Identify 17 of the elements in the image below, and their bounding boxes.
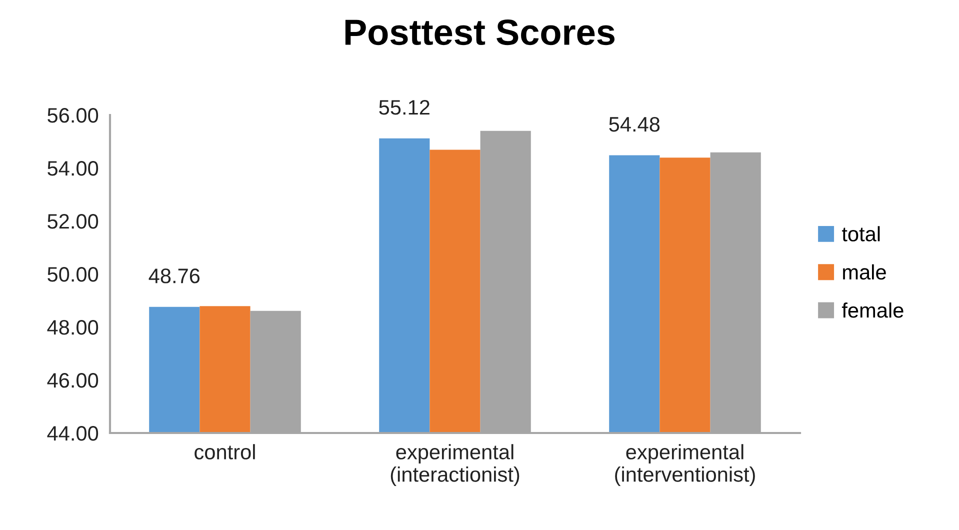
data-label: 54.48	[609, 116, 660, 132]
x-tick-label: experimental (interactionist)	[390, 444, 520, 486]
legend-label: total	[842, 226, 880, 242]
y-tick-label: 48.00	[47, 320, 98, 335]
data-label: 48.76	[148, 268, 200, 284]
legend-label: male	[843, 264, 886, 280]
x-tick-label: control	[194, 444, 255, 460]
chart-title: Posttest Scores	[345, 20, 615, 46]
data-label: 55.12	[379, 100, 430, 115]
x-tick-label: experimental (interventionist)	[615, 444, 755, 486]
legend-label: female	[842, 302, 904, 318]
y-tick-label: 54.00	[48, 161, 98, 176]
y-tick-label: 50.00	[48, 267, 98, 282]
y-tick-label: 56.00	[48, 108, 98, 123]
y-tick-label: 44.00	[47, 426, 98, 441]
y-tick-label: 52.00	[48, 214, 98, 229]
y-tick-label: 46.00	[47, 373, 98, 388]
